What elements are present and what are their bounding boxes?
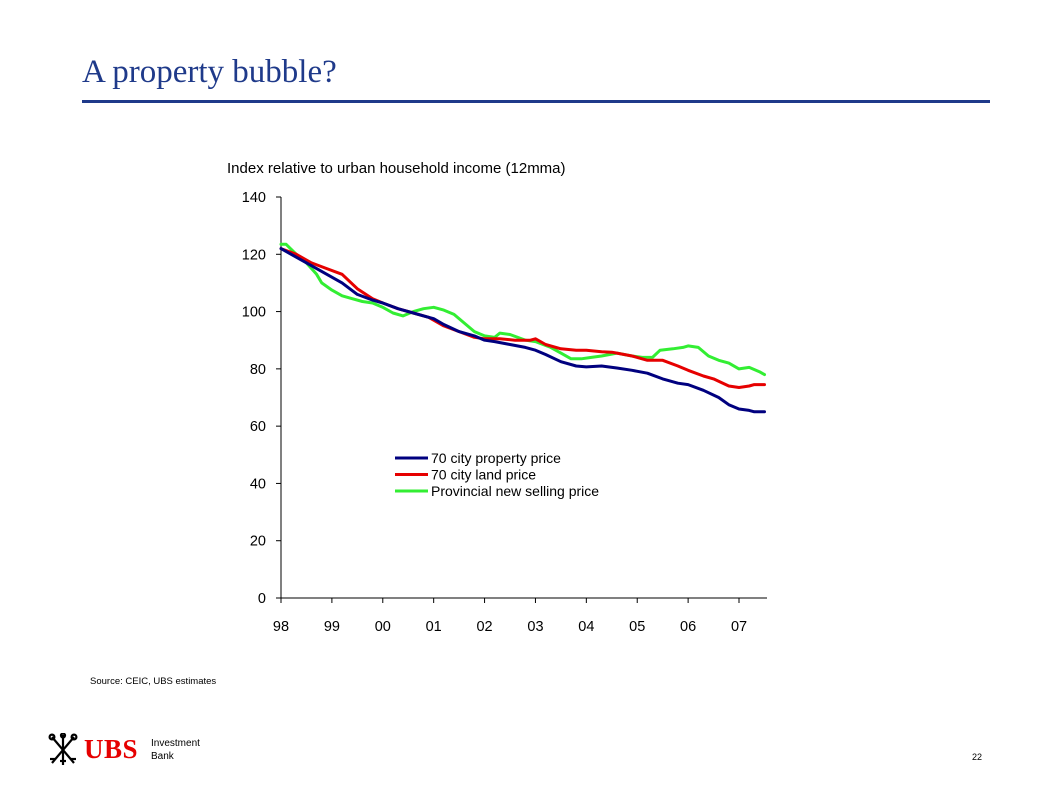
x-tick-label: 02 (476, 619, 492, 635)
y-tick-label: 140 (242, 190, 266, 206)
series-line-1 (279, 247, 766, 414)
series-line-2 (279, 247, 766, 389)
logo-line1: Investment (151, 738, 200, 749)
series-line-3 (279, 242, 766, 377)
y-tick-label: 40 (250, 476, 266, 492)
chart-title: Index relative to urban household income… (227, 160, 566, 177)
x-tick-label: 98 (273, 619, 289, 635)
x-tick-label: 99 (324, 619, 340, 635)
x-tick-label: 05 (629, 619, 645, 635)
x-tick-label: 03 (527, 619, 543, 635)
y-tick-label: 0 (258, 591, 266, 607)
x-tick-label: 01 (426, 619, 442, 635)
x-tick-label: 06 (680, 619, 696, 635)
y-tick-label: 100 (242, 305, 266, 321)
page-title: A property bubble? (82, 54, 337, 90)
legend-label: Provincial new selling price (431, 483, 599, 499)
chart-series (279, 242, 766, 414)
legend-label: 70 city property price (431, 450, 561, 466)
x-tick-label: 04 (578, 619, 594, 635)
page-number: 22 (971, 752, 982, 762)
legend-label: 70 city land price (431, 467, 536, 483)
logo-line2: Bank (151, 751, 174, 762)
chart-axes: 0 20 40 60 80 100 120 140 98 99 00 01 02 03 04 05 06 07 (242, 190, 767, 635)
y-tick-label: 60 (250, 419, 266, 435)
title-divider (82, 100, 990, 103)
logo-brand: UBS (84, 734, 139, 764)
source-note: Source: CEIC, UBS estimates (90, 676, 217, 687)
y-tick-label: 120 (242, 247, 266, 263)
ubs-logo: UBS Investment Bank (46, 733, 206, 769)
y-tick-label: 80 (250, 362, 266, 378)
keys-icon (48, 733, 78, 765)
x-tick-label: 07 (731, 619, 747, 635)
x-tick-label: 00 (375, 619, 391, 635)
y-tick-label: 20 (250, 534, 266, 550)
